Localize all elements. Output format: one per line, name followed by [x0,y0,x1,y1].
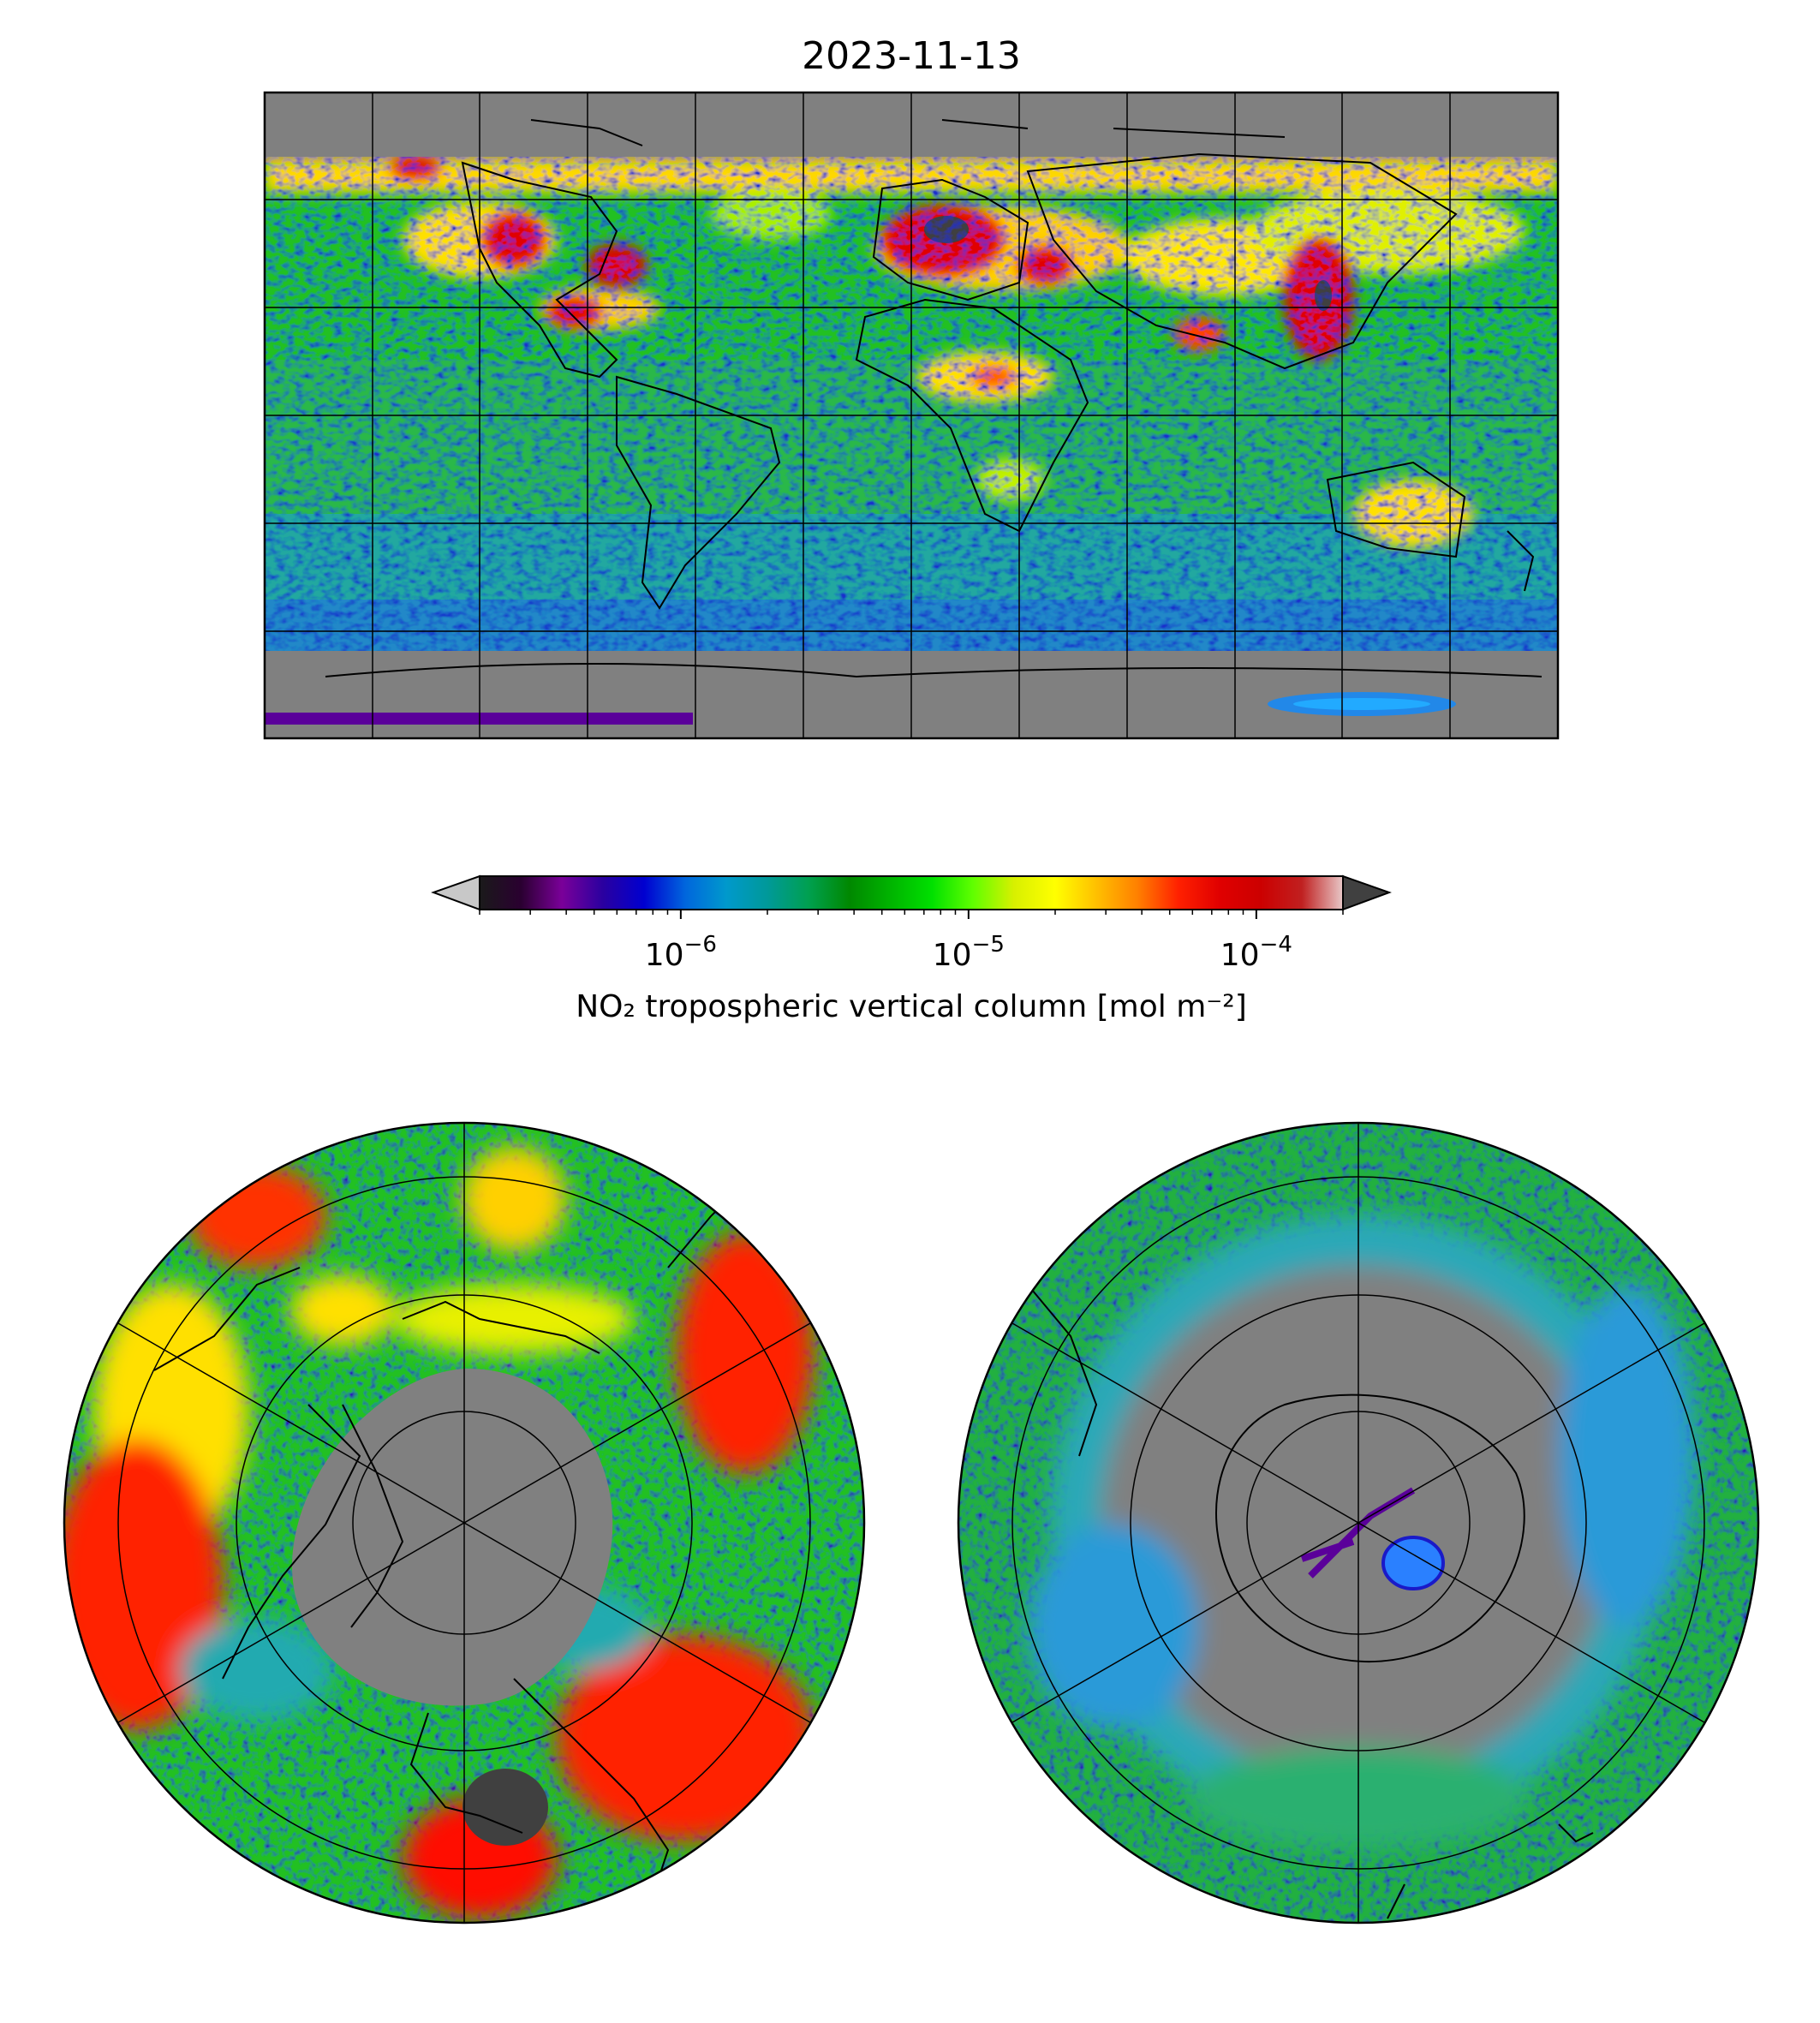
colorbar-tick-label: 10−5 [933,932,1005,973]
graticule-south [1011,1123,1705,1923]
graticule-global [265,92,1558,738]
colorbar-bar [479,875,1344,910]
colorbar-over-triangle [1342,874,1392,911]
antarctica-nodata [1216,1394,1525,1662]
antarctic-blue-anomaly [1381,1536,1445,1590]
over-range-europe [924,216,969,243]
north-polar-map [64,1123,864,1923]
south-polar-map-frame [957,1121,1760,1925]
figure-title: 2023-11-13 [802,34,1021,78]
over-range-europe [462,1769,548,1846]
coastlines-south [1027,1284,1594,1919]
global-map-frame [263,91,1560,740]
south-polar-map [958,1123,1758,1923]
colorbar-label: NO₂ tropospheric vertical column [mol m⁻… [576,989,1247,1024]
colorbar: 10−6 10−5 10−4 NO₂ tropospheric vertical c… [431,874,1392,1024]
arctic-nodata [292,1368,613,1706]
coastlines-north [153,1190,737,1902]
colorbar-under-triangle [431,874,480,911]
colorbar-tick-label: 10−4 [1220,932,1292,973]
colorbar-tick-label: 10−6 [645,932,717,973]
colorbar-ticks: 10−6 10−5 10−4 [479,910,1344,973]
north-polar-map-frame [63,1121,866,1925]
global-map [265,92,1558,738]
over-range-china [1315,280,1332,311]
graticule-north [117,1123,811,1923]
coastlines-global [325,119,1543,678]
